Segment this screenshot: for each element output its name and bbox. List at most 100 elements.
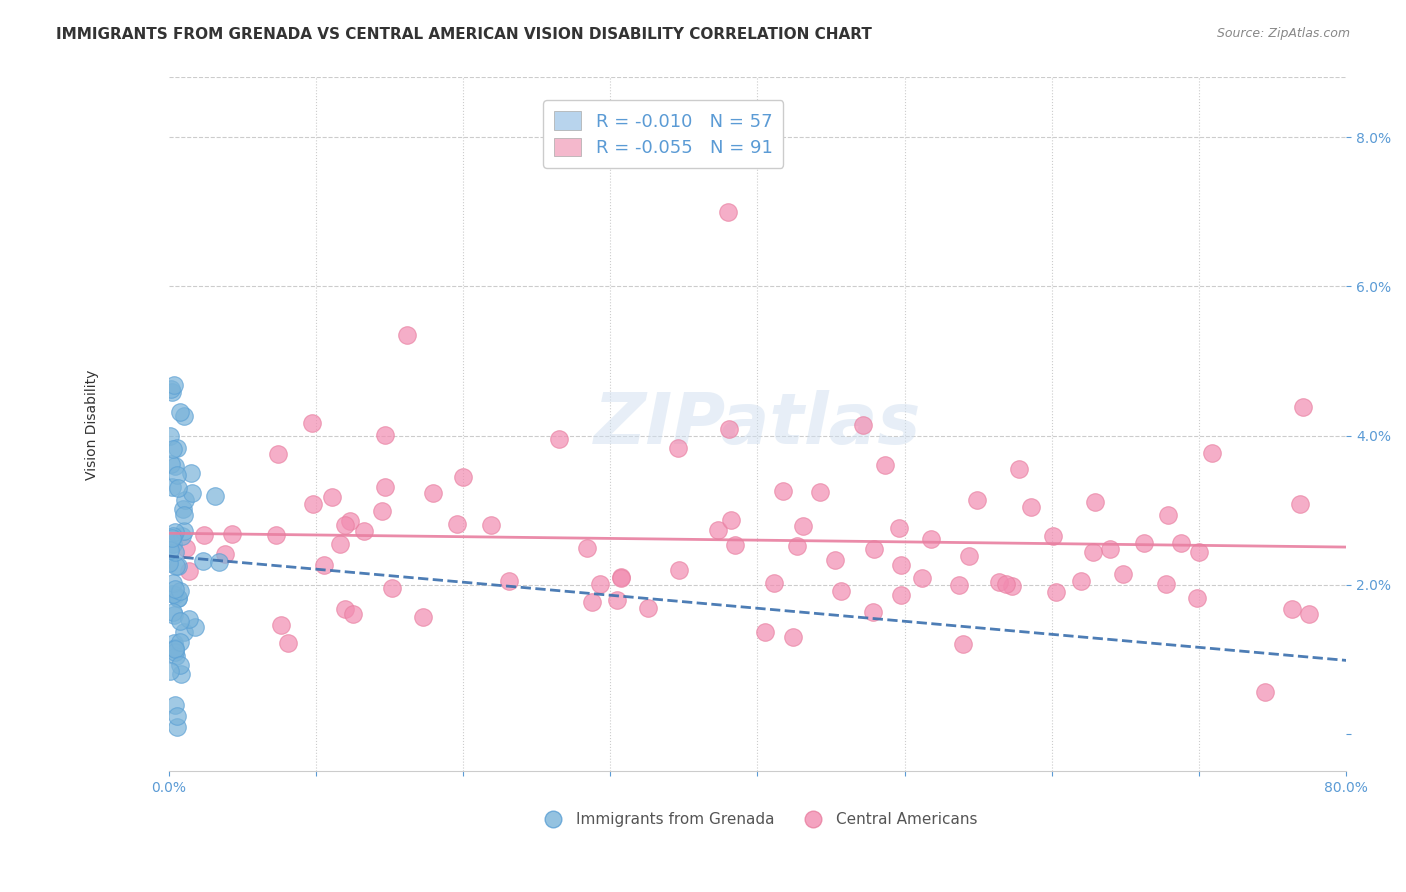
Point — [717, 422, 740, 436]
Point — [782, 630, 804, 644]
Point — [342, 607, 364, 622]
Point — [163, 544, 186, 558]
Point — [179, 612, 201, 626]
Point — [162, 576, 184, 591]
Point — [952, 638, 974, 652]
Point — [1170, 536, 1192, 550]
Point — [830, 584, 852, 599]
Point — [988, 575, 1011, 590]
Point — [166, 720, 188, 734]
Point — [792, 519, 814, 533]
Point — [576, 541, 599, 555]
Point — [1298, 607, 1320, 621]
Point — [957, 549, 980, 564]
Point — [1185, 591, 1208, 606]
Point — [166, 559, 188, 574]
Y-axis label: Vision Disability: Vision Disability — [86, 369, 100, 480]
Point — [159, 665, 181, 679]
Point — [159, 557, 181, 571]
Point — [824, 553, 846, 567]
Point — [165, 640, 187, 655]
Point — [412, 609, 434, 624]
Point — [1019, 500, 1042, 514]
Point — [772, 484, 794, 499]
Point — [169, 666, 191, 681]
Point — [890, 588, 912, 602]
Point — [422, 486, 444, 500]
Point — [668, 562, 690, 576]
Point — [754, 625, 776, 640]
Point — [181, 486, 204, 500]
Point — [329, 537, 352, 551]
Point — [162, 529, 184, 543]
Point — [165, 459, 187, 474]
Point — [165, 642, 187, 657]
Point — [193, 528, 215, 542]
Point — [852, 418, 875, 433]
Point — [162, 586, 184, 600]
Point — [589, 577, 612, 591]
Point — [184, 620, 207, 634]
Point — [666, 441, 689, 455]
Point — [724, 538, 747, 552]
Point — [873, 458, 896, 473]
Point — [333, 602, 356, 616]
Point — [191, 554, 214, 568]
Point — [169, 405, 191, 419]
Point — [371, 504, 394, 518]
Point — [381, 581, 404, 595]
Point — [396, 327, 419, 342]
Point — [165, 524, 187, 539]
Point — [173, 508, 195, 522]
Point — [374, 480, 396, 494]
Legend: Immigrants from Grenada, Central Americans: Immigrants from Grenada, Central America… — [531, 805, 983, 833]
Point — [160, 531, 183, 545]
Point — [762, 576, 785, 591]
Point — [717, 204, 740, 219]
Point — [277, 636, 299, 650]
Point — [1201, 446, 1223, 460]
Point — [1083, 544, 1105, 558]
Point — [221, 527, 243, 541]
Point — [706, 523, 728, 537]
Point — [172, 501, 194, 516]
Point — [301, 497, 323, 511]
Point — [163, 378, 186, 392]
Point — [1099, 541, 1122, 556]
Point — [1001, 579, 1024, 593]
Point — [1045, 584, 1067, 599]
Point — [180, 467, 202, 481]
Point — [166, 468, 188, 483]
Point — [920, 533, 942, 547]
Point — [165, 582, 187, 597]
Point — [208, 555, 231, 569]
Point — [890, 558, 912, 572]
Text: ZIPatlas: ZIPatlas — [593, 390, 921, 458]
Point — [173, 625, 195, 640]
Point — [165, 698, 187, 712]
Point — [994, 577, 1017, 591]
Point — [479, 517, 502, 532]
Point — [1156, 576, 1178, 591]
Point — [1084, 495, 1107, 509]
Point — [174, 541, 197, 555]
Point — [321, 491, 343, 505]
Point — [786, 539, 808, 553]
Point — [863, 542, 886, 557]
Point — [911, 570, 934, 584]
Point — [1188, 544, 1211, 558]
Point — [163, 635, 186, 649]
Point — [610, 571, 633, 585]
Point — [169, 657, 191, 672]
Point — [266, 528, 288, 542]
Point — [808, 485, 831, 500]
Point — [312, 558, 335, 573]
Point — [966, 493, 988, 508]
Point — [1111, 566, 1133, 581]
Point — [301, 417, 323, 431]
Point — [165, 648, 187, 663]
Point — [581, 595, 603, 609]
Point — [204, 489, 226, 503]
Point — [862, 606, 884, 620]
Point — [160, 384, 183, 399]
